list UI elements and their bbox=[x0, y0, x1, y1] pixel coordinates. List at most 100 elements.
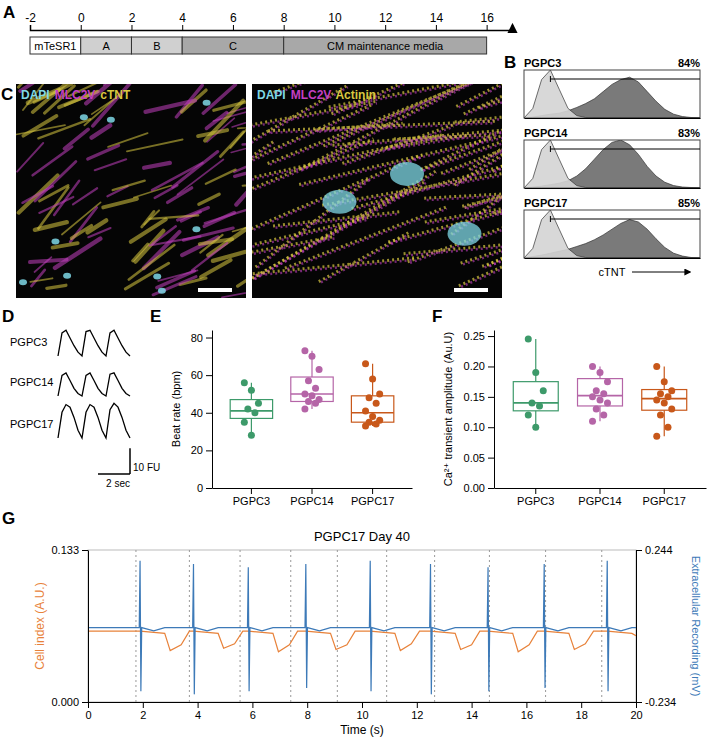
segment-label: mTeSR1 bbox=[34, 40, 76, 52]
gate bbox=[550, 216, 700, 222]
tick-label: 8 bbox=[281, 11, 288, 25]
fiber bbox=[95, 159, 126, 170]
nucleus bbox=[203, 100, 211, 106]
axis-title: cTNT bbox=[599, 266, 626, 278]
data-point bbox=[362, 407, 369, 414]
tick: 0.05 bbox=[464, 452, 494, 464]
tick-label: -2 bbox=[25, 11, 36, 25]
striation bbox=[252, 181, 426, 285]
gate-end bbox=[550, 146, 551, 152]
tick-mark bbox=[206, 375, 212, 376]
x-axis: 02468101214161820 bbox=[85, 702, 642, 721]
tick-mark bbox=[636, 550, 642, 551]
fiber bbox=[157, 271, 195, 288]
striation bbox=[420, 84, 502, 170]
data-point bbox=[248, 432, 255, 439]
tick: 6 bbox=[230, 11, 237, 30]
histogram-area bbox=[524, 70, 700, 118]
data-point bbox=[593, 406, 600, 413]
striation bbox=[268, 121, 495, 131]
striation bbox=[252, 260, 415, 281]
scale-bar bbox=[454, 288, 488, 292]
data-point bbox=[366, 394, 373, 401]
tick: 60 bbox=[191, 369, 212, 381]
tick-mark bbox=[488, 336, 494, 337]
y-axis: 0.0000.133 bbox=[51, 544, 88, 708]
tick-label: 0.15 bbox=[464, 391, 485, 403]
fiber bbox=[17, 143, 43, 172]
data-point bbox=[600, 412, 607, 419]
tick-mark bbox=[372, 488, 373, 494]
tick-mark bbox=[81, 25, 82, 30]
axis-title: Ca²⁺ transient amplitude (Au.U) bbox=[442, 332, 454, 486]
tick-label: 2 bbox=[129, 11, 136, 25]
timeline: -20246810121416mTeSR1ABCCM maintenance m… bbox=[25, 11, 512, 54]
tick-label: 0.10 bbox=[464, 421, 485, 433]
gate-percent: 85% bbox=[678, 197, 700, 209]
axis-title: Cell index (A.U.) bbox=[33, 582, 47, 669]
tick-mark bbox=[417, 702, 418, 708]
fiber bbox=[38, 119, 90, 138]
axis-line bbox=[525, 118, 701, 119]
striation bbox=[469, 106, 502, 169]
fiber bbox=[238, 255, 246, 286]
striation bbox=[420, 84, 502, 172]
tick-mark bbox=[600, 488, 601, 494]
median bbox=[578, 395, 623, 397]
tick: 40 bbox=[191, 407, 212, 419]
tick: 14 bbox=[430, 11, 444, 30]
axis-line bbox=[494, 331, 495, 489]
data-point bbox=[529, 399, 536, 406]
channel-label: DAPI bbox=[257, 88, 286, 102]
striation bbox=[462, 179, 502, 206]
tick: 0.133 bbox=[51, 544, 88, 556]
striation bbox=[252, 84, 347, 103]
tick-label: PGPC14 bbox=[290, 495, 333, 507]
chart-title: PGPC17 Day 40 bbox=[314, 529, 410, 544]
data-point bbox=[362, 422, 369, 429]
striation bbox=[421, 109, 502, 172]
fiber bbox=[131, 219, 166, 241]
data-point bbox=[532, 369, 539, 376]
data-point bbox=[301, 406, 308, 413]
data-point bbox=[597, 396, 604, 403]
tick: PGPC17 bbox=[351, 488, 394, 507]
tick: -2 bbox=[25, 11, 36, 30]
fiber bbox=[35, 222, 67, 230]
fiber bbox=[243, 142, 246, 145]
fiber bbox=[30, 278, 52, 282]
fiber bbox=[39, 185, 68, 201]
tick-mark bbox=[664, 488, 665, 494]
fiber bbox=[47, 285, 66, 288]
tick-label: 12 bbox=[411, 709, 423, 721]
tick-label: 10 bbox=[328, 11, 342, 25]
tick-mark bbox=[206, 450, 212, 451]
gate-line bbox=[550, 149, 700, 150]
tick-label: 0.20 bbox=[464, 360, 485, 372]
box bbox=[351, 396, 393, 422]
data-point bbox=[653, 363, 660, 370]
data-point bbox=[373, 421, 380, 428]
panel-label: B bbox=[504, 53, 516, 72]
axis-line bbox=[636, 551, 637, 703]
gate-percent: 84% bbox=[678, 57, 700, 69]
trace-label: PGPC14 bbox=[10, 376, 53, 388]
striation bbox=[319, 235, 409, 284]
striation bbox=[441, 118, 502, 174]
striation bbox=[273, 212, 399, 226]
tick-mark bbox=[488, 458, 494, 459]
trace-label: PGPC17 bbox=[10, 418, 53, 430]
trace-line bbox=[58, 330, 130, 356]
panel-label: D bbox=[2, 307, 14, 326]
nucleus bbox=[63, 273, 71, 279]
fiber bbox=[178, 208, 209, 220]
data-point bbox=[664, 393, 671, 400]
signal-line bbox=[88, 561, 636, 695]
data-point bbox=[251, 409, 258, 416]
fiber bbox=[230, 104, 246, 148]
data-point bbox=[525, 336, 532, 343]
axis-line bbox=[525, 258, 701, 259]
timeline-segment bbox=[182, 37, 283, 54]
data-point bbox=[536, 402, 543, 409]
tick: PGPC3 bbox=[233, 488, 270, 507]
